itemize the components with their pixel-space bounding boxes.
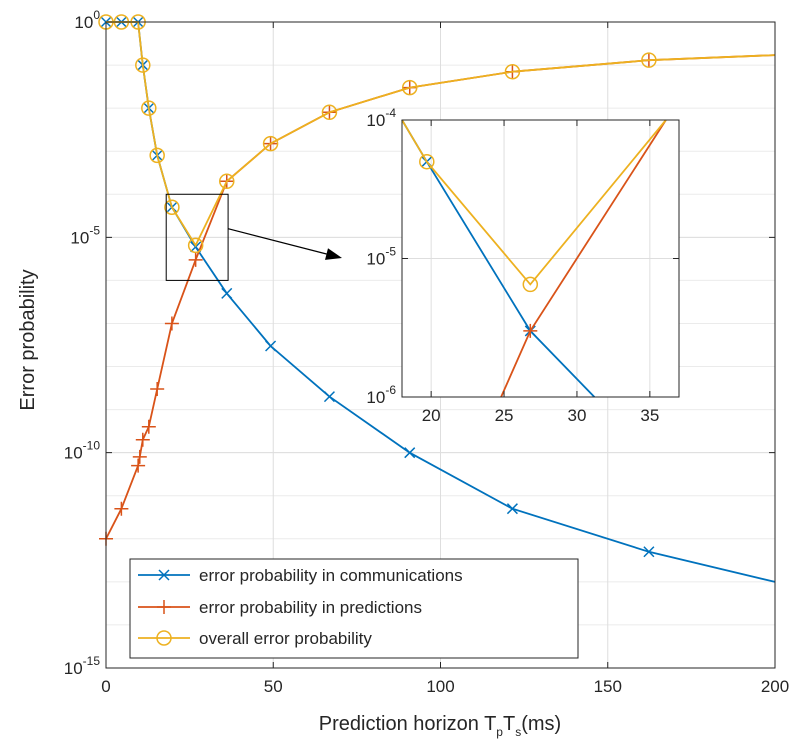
main-series-1-marker xyxy=(150,382,165,397)
x-axis-label: Prediction horizon TpTs(ms) xyxy=(319,713,561,739)
main-x-tick-label: 150 xyxy=(594,677,622,696)
main-y-tick-label: 100 xyxy=(74,8,100,32)
inset-tick-marks xyxy=(402,119,679,398)
main-plot-series xyxy=(98,14,776,583)
main-series-0-marker xyxy=(221,287,233,299)
main-x-tick-label: 100 xyxy=(426,677,454,696)
main-x-tick-label: 200 xyxy=(761,677,789,696)
main-series-line-2 xyxy=(106,21,776,248)
main-series-2-marker xyxy=(641,52,657,68)
main-series-1-marker xyxy=(141,419,156,434)
main-series-2-marker xyxy=(262,135,279,152)
inset-series-2-marker xyxy=(522,276,539,293)
inset-series-1-marker xyxy=(523,323,538,338)
main-series-0-marker xyxy=(323,391,335,403)
legend-entry-communications: error probability in communications xyxy=(138,566,463,585)
legend-entry-predictions: error probability in predictions xyxy=(138,598,422,617)
main-y-tick-label: 10-15 xyxy=(64,654,101,678)
main-x-tick-label: 0 xyxy=(101,677,110,696)
main-series-1-marker xyxy=(188,252,203,267)
main-series-2-marker xyxy=(187,237,204,254)
main-axis-ticks: 0 50 100 150 200 100 10-5 10-10 10-15 xyxy=(64,8,789,696)
y-axis-label: Error probability xyxy=(17,269,39,410)
main-series-2-marker xyxy=(219,173,235,190)
main-series-0-marker xyxy=(506,503,518,515)
inset-y-tick-label: 10-5 xyxy=(366,245,396,269)
main-y-tick-label: 10-10 xyxy=(64,439,101,463)
main-series-2-marker xyxy=(141,100,157,116)
main-series-0-marker xyxy=(643,546,655,558)
inset-plot-series xyxy=(401,119,667,398)
main-series-1-marker xyxy=(114,501,129,516)
main-y-tick-label: 10-5 xyxy=(70,223,100,247)
main-series-2-marker xyxy=(135,57,151,73)
inset-y-tick-label: 10-6 xyxy=(366,383,396,407)
inset-series-2-marker xyxy=(419,153,435,170)
main-tick-marks xyxy=(105,21,776,669)
main-series-0-marker xyxy=(404,447,416,459)
inset-x-tick-label: 25 xyxy=(495,406,514,425)
zoom-box xyxy=(165,193,229,281)
main-series-1-marker xyxy=(131,458,146,473)
main-series-2-marker xyxy=(401,79,418,96)
inset-axis-ticks: 20 25 30 35 10-4 10-5 10-6 xyxy=(366,106,679,425)
inset-x-tick-label: 20 xyxy=(422,406,441,425)
inset-series-line-2 xyxy=(401,119,667,286)
main-series-1-marker xyxy=(164,316,179,331)
inset-y-tick-label: 10-4 xyxy=(366,106,396,130)
legend-label-communications: error probability in communications xyxy=(199,566,463,585)
main-x-tick-label: 50 xyxy=(264,677,283,696)
zoom-arrow xyxy=(227,228,342,260)
main-series-2-marker xyxy=(149,147,165,164)
main-series-1-marker xyxy=(135,432,150,447)
main-series-1-marker xyxy=(132,449,147,464)
legend: error probability in communications erro… xyxy=(129,558,579,659)
main-series-2-marker xyxy=(504,63,521,80)
main-series-2-marker xyxy=(164,199,180,215)
legend-entry-overall: overall error probability xyxy=(138,629,372,648)
main-series-0-marker xyxy=(265,340,277,352)
inset-x-tick-label: 30 xyxy=(567,406,586,425)
main-series-2-marker xyxy=(321,104,338,121)
legend-label-predictions: error probability in predictions xyxy=(199,598,422,617)
inset-x-tick-label: 35 xyxy=(640,406,659,425)
legend-label-overall: overall error probability xyxy=(199,629,372,648)
